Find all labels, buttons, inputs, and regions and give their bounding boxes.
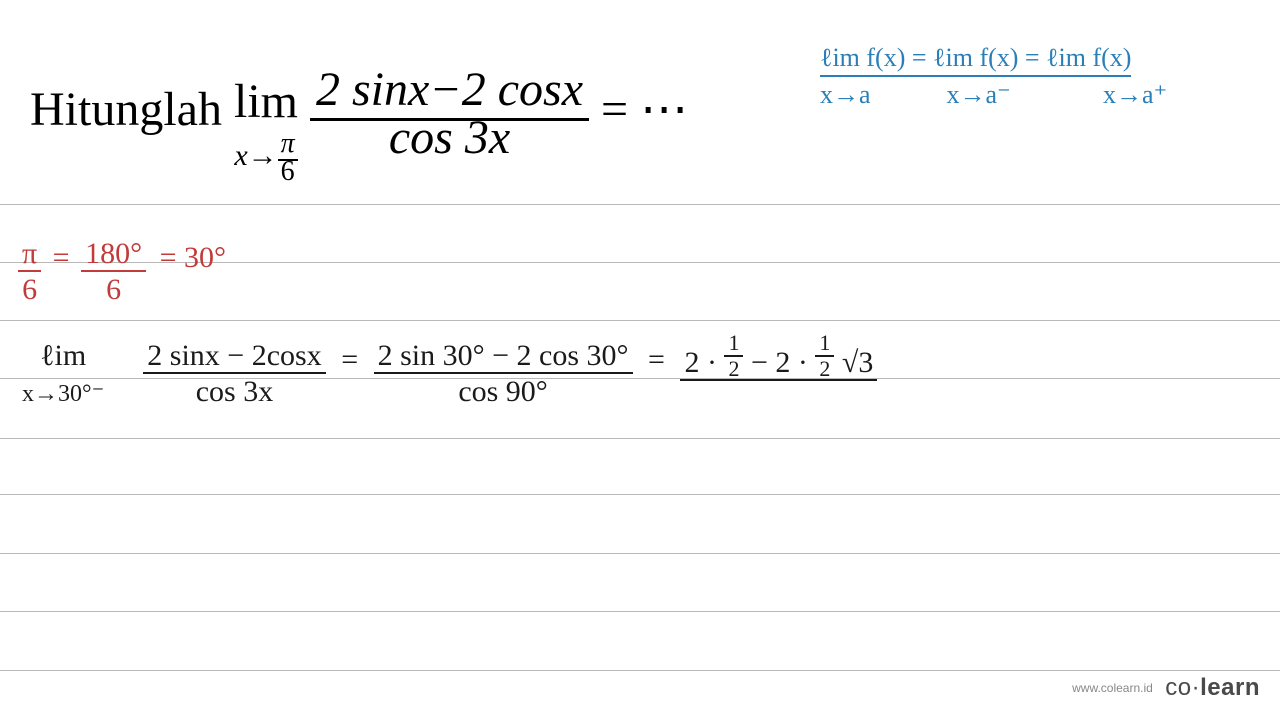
footer-url: www.colearn.id: [1072, 681, 1153, 695]
limit-30-minus: ℓim x→30°⁻: [18, 338, 108, 410]
limit-expression: lim x→π6: [234, 78, 298, 186]
fraction-evaluated: 2 · 12 − 2 · 12 √3: [680, 330, 877, 419]
fraction-original: 2 sinx − 2cosx cos 3x: [143, 338, 325, 410]
footer-watermark: www.colearn.id co·learn: [1072, 674, 1260, 702]
limit-approach-labels: x→a x→a⁻ x→a⁺: [820, 79, 1167, 110]
pi-over-6: π6: [278, 130, 298, 186]
pi-over-6-hand: π 6: [18, 236, 41, 308]
problem-statement: Hitunglah lim x→π6 2 sinx−2 cosx cos 3x …: [30, 60, 688, 168]
limit-subscript: x→π6: [234, 139, 297, 172]
footer-brand: co·learn: [1165, 674, 1260, 701]
problem-prefix: Hitunglah: [30, 83, 234, 136]
problem-tail: = ⋯: [589, 83, 688, 136]
note-limit-definition: ℓim f(x) = ℓim f(x) = ℓim f(x) x→a x→a⁻ …: [820, 42, 1167, 110]
180-over-6: 180° 6: [81, 236, 146, 308]
main-fraction: 2 sinx−2 cosx cos 3x: [310, 66, 589, 162]
limit-word: lim: [234, 75, 298, 128]
limit-equality-line: ℓim f(x) = ℓim f(x) = ℓim f(x): [820, 42, 1131, 77]
worked-limit-line: ℓim x→30°⁻ 2 sinx − 2cosx cos 3x = 2 sin…: [18, 330, 877, 419]
note-pi-6-to-degrees: π 6 = 180° 6 = 30°: [18, 236, 226, 308]
fraction-substituted: 2 sin 30° − 2 cos 30° cos 90°: [374, 338, 633, 410]
denominator: cos 3x: [389, 109, 510, 164]
thirty-degrees: = 30°: [160, 241, 226, 274]
